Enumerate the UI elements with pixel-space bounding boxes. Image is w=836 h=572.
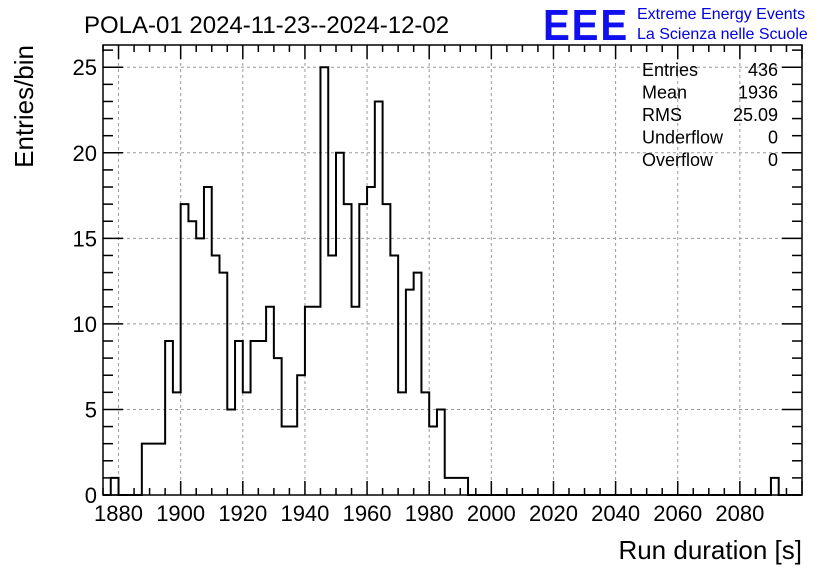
x-tick-label: 1920 bbox=[218, 501, 267, 526]
axis-ticks bbox=[102, 45, 803, 496]
y-tick-label: 20 bbox=[73, 141, 97, 166]
stats-label: Entries bbox=[642, 60, 698, 80]
stats-value: 0 bbox=[768, 128, 778, 148]
stats-value: 1936 bbox=[738, 83, 778, 103]
eee-logo-line2: La Scienza nelle Scuole bbox=[637, 26, 808, 43]
x-tick-label: 1880 bbox=[94, 501, 143, 526]
stats-box: Entries 436 Mean 1936 RMS 25.09 Underflow 0 Over… bbox=[642, 60, 778, 170]
x-tick-label: 2060 bbox=[653, 501, 702, 526]
x-tick-label: 2040 bbox=[591, 501, 640, 526]
eee-logo-mark: EEE bbox=[543, 1, 629, 50]
stats-label: Underflow bbox=[642, 128, 724, 148]
stats-value: 436 bbox=[748, 60, 778, 80]
y-axis-label: Entries/bin bbox=[9, 45, 39, 168]
x-tick-label: 2000 bbox=[467, 501, 516, 526]
eee-logo: EEE Extreme Energy Events La Scienza nel… bbox=[543, 1, 808, 50]
y-tick-label: 5 bbox=[85, 397, 97, 422]
chart-title: POLA-01 2024-11-23--2024-12-02 bbox=[84, 12, 449, 39]
stats-value: 25.09 bbox=[733, 105, 778, 125]
x-tick-label: 1900 bbox=[156, 501, 205, 526]
x-tick-label: 2080 bbox=[715, 501, 764, 526]
x-tick-label: 1980 bbox=[405, 501, 454, 526]
x-tick-label: 2020 bbox=[529, 501, 578, 526]
x-tick-label: 1960 bbox=[343, 501, 392, 526]
y-tick-label: 0 bbox=[85, 483, 97, 508]
x-axis-label: Run duration [s] bbox=[618, 535, 802, 565]
x-tick-label: 1940 bbox=[280, 501, 329, 526]
plot-frame bbox=[102, 44, 803, 496]
stats-label: Overflow bbox=[642, 150, 714, 170]
grid-lines bbox=[103, 45, 802, 495]
stats-value: 0 bbox=[768, 150, 778, 170]
y-tick-label: 15 bbox=[73, 226, 97, 251]
y-tick-labels: 0 5 10 15 20 25 bbox=[73, 55, 97, 508]
y-tick-label: 25 bbox=[73, 55, 97, 80]
stats-label: Mean bbox=[642, 83, 687, 103]
x-tick-labels: 1880 1900 1920 1940 1960 1980 2000 2020 2040 2060… bbox=[94, 501, 764, 526]
stats-label: RMS bbox=[642, 105, 682, 125]
y-tick-label: 10 bbox=[73, 312, 97, 337]
eee-logo-line1: Extreme Energy Events bbox=[637, 6, 805, 23]
